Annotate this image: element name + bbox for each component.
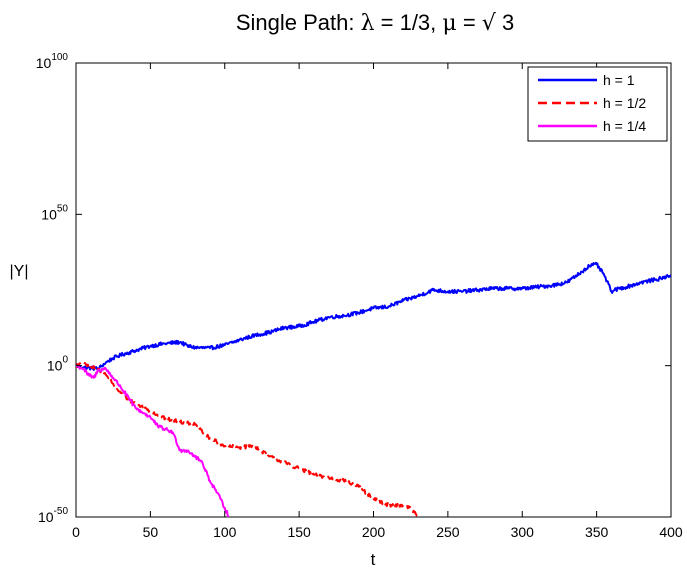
series-layer <box>76 261 671 517</box>
y-tick-label: 1050 <box>41 203 68 222</box>
legend-label-h2: h = 1/2 <box>603 95 646 111</box>
y-tick-label: 10-50 <box>38 506 68 525</box>
title-lambda-symbol: λ <box>361 11 375 36</box>
title-lambda-eq: = 1/3, <box>375 10 443 35</box>
y-tick-label: 100 <box>47 355 69 374</box>
legend-entry-h1: h = 1 <box>538 72 635 88</box>
x-tick-label: 100 <box>213 524 237 540</box>
title-prefix: Single Path: <box>236 10 361 35</box>
title-mu-eq: = <box>457 10 482 35</box>
legend-label-h4: h = 1/4 <box>603 118 646 134</box>
legend-label-h1: h = 1 <box>603 72 635 88</box>
x-tick-label: 50 <box>143 524 159 540</box>
x-tick-label: 0 <box>72 524 80 540</box>
x-tick-label: 350 <box>585 524 609 540</box>
x-tick-label: 250 <box>436 524 460 540</box>
title-mu-value: 3 <box>496 10 514 35</box>
legend-entry-h4: h = 1/4 <box>538 118 646 134</box>
title-mu-symbol: μ <box>442 11 456 36</box>
series-line-h4 <box>76 364 230 517</box>
chart-title: Single Path: λ = 1/3, μ = √ 3 <box>236 10 514 36</box>
y-tick-label: 10100 <box>36 52 69 71</box>
x-tick-label: 400 <box>659 524 683 540</box>
legend: h = 1 h = 1/2 h = 1/4 <box>527 66 668 142</box>
y-axis-ticks: 10-50 100 1050 10100 <box>36 52 671 525</box>
y-axis-label: |Y| <box>10 263 29 280</box>
series-line-h1 <box>76 261 671 371</box>
x-axis-label: t <box>371 550 376 569</box>
legend-entry-h2: h = 1/2 <box>538 95 646 111</box>
x-tick-label: 300 <box>511 524 535 540</box>
x-tick-label: 150 <box>287 524 311 540</box>
x-axis-ticks: 0 50 100 150 200 250 300 350 400 <box>72 63 683 540</box>
x-tick-label: 200 <box>362 524 386 540</box>
title-sqrt-symbol: √ <box>482 11 497 36</box>
